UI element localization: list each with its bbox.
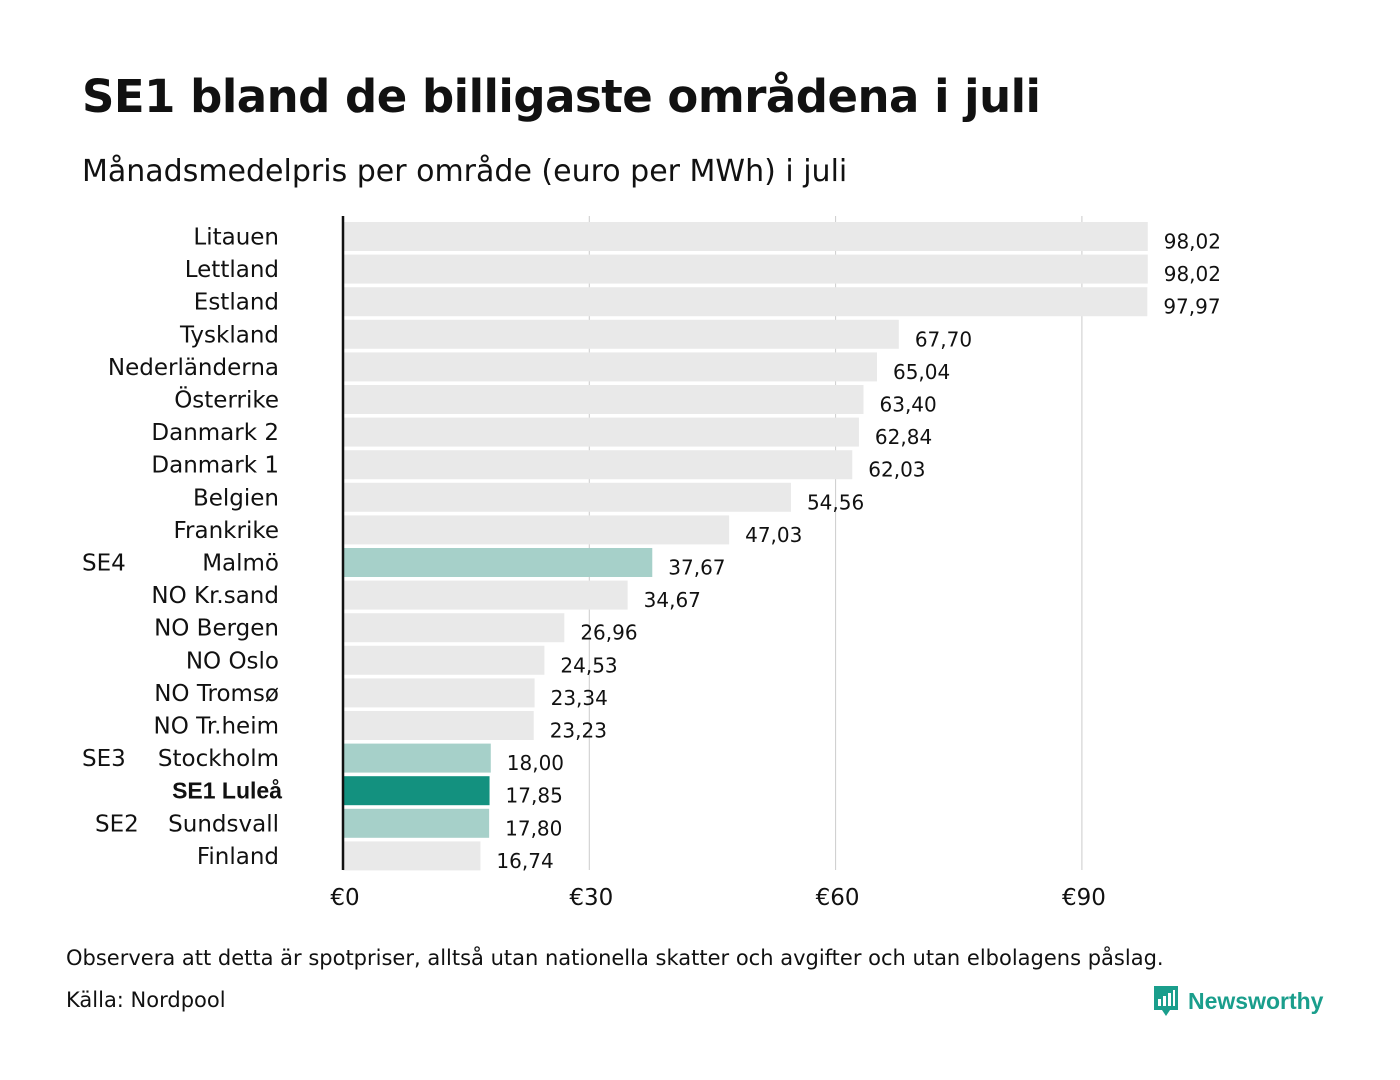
bar	[343, 678, 535, 708]
category-label: NO Bergen	[154, 616, 279, 642]
bar	[343, 548, 653, 577]
value-label: 54,56	[807, 490, 864, 514]
x-tick-label: €0	[330, 885, 359, 911]
value-label: 18,00	[507, 751, 564, 775]
category-label: Lettland	[185, 257, 279, 283]
brand-name: Newsworthy	[1188, 987, 1324, 1014]
value-label: 97,97	[1163, 295, 1220, 319]
value-label: 37,67	[668, 556, 725, 580]
category-label: NO Tromsø	[154, 681, 279, 707]
bar	[343, 254, 1148, 284]
bar	[343, 580, 628, 610]
category-label: NO Tr.heim	[154, 714, 279, 740]
value-label: 65,04	[893, 360, 950, 384]
bar	[343, 319, 899, 349]
value-label: 24,53	[560, 653, 617, 677]
value-label: 62,03	[868, 458, 925, 482]
bar	[343, 515, 730, 545]
x-tick-label: €30	[569, 885, 613, 911]
category-label: Danmark 1	[151, 453, 279, 479]
category-label: SE1 Luleå	[172, 778, 282, 804]
bar	[343, 482, 791, 512]
value-label: 17,85	[506, 784, 563, 808]
value-label: 26,96	[580, 621, 637, 645]
category-label: Malmö	[202, 551, 279, 577]
bar	[343, 711, 534, 740]
value-label: 98,02	[1164, 230, 1221, 254]
bar	[343, 385, 864, 414]
category-label: Tyskland	[179, 322, 279, 348]
value-label: 23,34	[551, 686, 608, 710]
x-tick-label: €90	[1062, 885, 1106, 911]
bar	[343, 808, 490, 838]
category-code-label: SE4	[82, 551, 126, 577]
category-label: Österrike	[174, 386, 279, 414]
bar	[343, 352, 877, 382]
bar	[343, 450, 853, 480]
value-label: 63,40	[880, 393, 937, 417]
category-label: Litauen	[193, 225, 279, 251]
category-label: Finland	[197, 844, 279, 870]
x-tick-label: €60	[816, 885, 860, 911]
value-label: 34,67	[644, 588, 701, 612]
bar	[343, 417, 859, 447]
category-label: NO Kr.sand	[151, 583, 279, 609]
bar	[343, 841, 481, 871]
category-label: Stockholm	[158, 746, 279, 772]
value-label: 23,23	[550, 719, 607, 743]
category-label: Estland	[194, 290, 279, 316]
bar	[343, 776, 490, 806]
bar	[343, 287, 1148, 317]
value-label: 16,74	[496, 849, 553, 873]
category-label: Danmark 2	[151, 420, 279, 446]
category-label: Sundsvall	[168, 811, 279, 837]
bar	[343, 743, 491, 773]
bar-chart: Litauen 98,02 Lettland 98,02 Estland 97,97 Tys…	[82, 216, 1221, 911]
category-label: NO Oslo	[186, 648, 279, 674]
brand-logo: Newsworthy	[1152, 984, 1323, 1018]
value-label: 47,03	[745, 523, 802, 547]
newsworthy-logo-icon	[1154, 986, 1178, 1016]
bar	[343, 645, 545, 675]
category-code-label: SE3	[82, 746, 126, 772]
footnote: Observera att detta är spotpriser, allts…	[66, 946, 1164, 970]
category-label: Belgien	[193, 485, 279, 511]
bar	[343, 222, 1148, 251]
category-label: Nederländerna	[108, 355, 279, 381]
value-label: 67,70	[915, 327, 972, 351]
category-label: Frankrike	[174, 518, 280, 544]
source-note: Källa: Nordpool	[66, 988, 226, 1012]
value-label: 62,84	[875, 425, 932, 449]
category-code-label: SE2	[95, 811, 139, 837]
value-label: 98,02	[1164, 262, 1221, 286]
chart-title: SE1 bland de billigaste områdena i juli	[82, 70, 1041, 123]
chart-subtitle: Månadsmedelpris per område (euro per MWh…	[82, 154, 848, 189]
bar	[343, 613, 565, 643]
value-label: 17,80	[505, 816, 562, 840]
